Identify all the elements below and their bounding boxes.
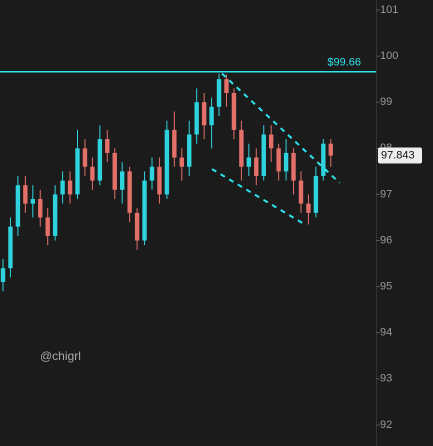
- candle-body: [261, 134, 266, 176]
- candle-body: [194, 102, 199, 135]
- candle-body: [231, 92, 237, 130]
- candle-body: [179, 157, 184, 167]
- candle-body: [112, 152, 117, 190]
- candle-body: [306, 203, 311, 213]
- trendline: [221, 72, 341, 184]
- candle-body: [30, 199, 36, 204]
- candle-body: [328, 143, 333, 156]
- reference-line-label: $99.66: [327, 57, 361, 69]
- candle-body: [283, 152, 289, 172]
- candle-body: [127, 171, 132, 213]
- y-tick-label: 96: [380, 234, 392, 246]
- candle-body: [187, 134, 192, 167]
- candle-body: [291, 152, 296, 181]
- candle-body: [172, 129, 177, 158]
- y-tick-label: 95: [380, 281, 392, 293]
- candle-body: [105, 139, 110, 153]
- candle-body: [298, 180, 304, 204]
- y-tick-label: 92: [380, 419, 392, 431]
- candle-body: [254, 157, 259, 176]
- candle-body: [75, 148, 80, 195]
- candle-body: [157, 166, 162, 195]
- candle-body: [52, 194, 58, 236]
- candle-body: [134, 212, 140, 241]
- candle-body: [8, 226, 13, 269]
- candle-body: [268, 134, 274, 149]
- candle-body: [82, 148, 88, 167]
- price-tag-label: 97.843: [381, 149, 415, 161]
- y-tick-label: 97: [380, 188, 392, 200]
- candle-body: [90, 166, 95, 181]
- candle-body: [67, 180, 73, 195]
- candle-body: [321, 143, 326, 176]
- candle-body: [216, 79, 222, 107]
- candle-body: [60, 180, 65, 195]
- candle-body: [239, 129, 244, 167]
- candle-body: [313, 175, 319, 213]
- y-tick-label: 101: [380, 4, 398, 16]
- candle-body: [201, 102, 207, 126]
- y-tick-label: 93: [380, 373, 392, 385]
- candle-body: [276, 148, 281, 172]
- candle-body: [149, 166, 155, 181]
- candle-body: [209, 106, 214, 126]
- watermark: @chigrl: [40, 349, 81, 363]
- candle-body: [246, 157, 252, 167]
- y-tick-label: 100: [380, 50, 398, 62]
- candle-body: [142, 180, 147, 241]
- candle-body: [224, 79, 229, 93]
- y-tick-label: 99: [380, 96, 392, 108]
- price-tag: [378, 147, 422, 164]
- candle-body: [15, 185, 21, 227]
- trendline: [211, 168, 306, 226]
- candle-body: [164, 129, 170, 195]
- candle-body: [0, 268, 6, 283]
- candle-body: [45, 217, 50, 236]
- candle-body: [97, 139, 103, 181]
- y-tick-label: 94: [380, 327, 392, 339]
- candle-body: [38, 199, 43, 218]
- candle-body: [119, 171, 125, 190]
- candle-body: [23, 185, 28, 204]
